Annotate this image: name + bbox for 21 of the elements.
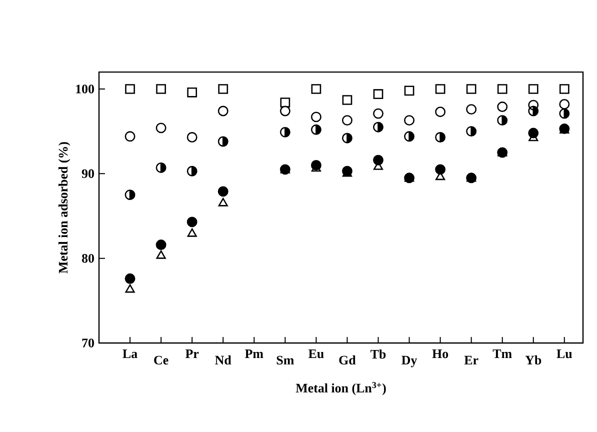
y-tick-label: 70 (82, 338, 94, 348)
x-tick-label: La (122, 350, 138, 358)
x-tick-label: Tb (370, 350, 386, 359)
x-tick-label: Gd (339, 355, 356, 365)
x-tick-label: Ce (154, 356, 168, 365)
x-tick-label: Er (464, 356, 478, 364)
x-tick-label: Yb (525, 355, 542, 365)
x-tick-label: Sm (276, 356, 294, 365)
x-tick-label: Dy (402, 356, 418, 368)
x-tick-label: Lu (556, 350, 572, 358)
y-tick-label: 100 (76, 84, 94, 94)
x-axis-title: Metal ion (Ln$^{3+}$) (296, 382, 386, 396)
x-tick-label: Tm (492, 350, 512, 358)
y-tick-label: 90 (82, 169, 94, 178)
y-axis-title: Metal ion adsorbed (%) (58, 142, 70, 274)
x-tick-label: Nd (215, 355, 232, 365)
x-tick-label: Eu (308, 350, 324, 358)
y-tick-label: 80 (82, 254, 94, 263)
x-tick-label: Pr (185, 350, 199, 358)
x-tick-label: Pm (245, 350, 264, 358)
x-tick-label: Ho (432, 350, 448, 358)
